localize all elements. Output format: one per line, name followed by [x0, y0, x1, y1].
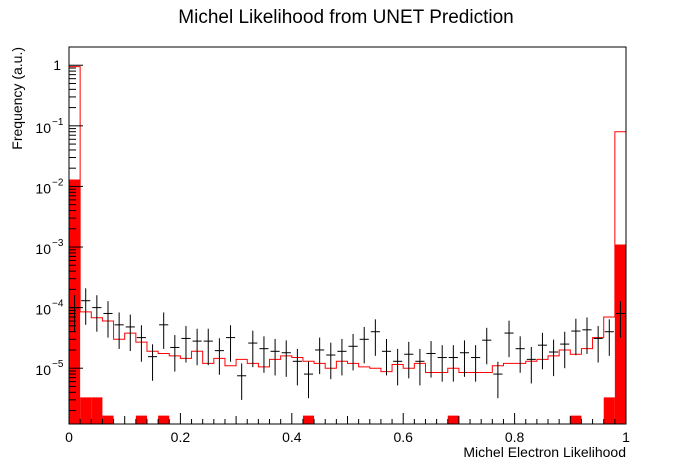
- data-point: [448, 345, 458, 382]
- data-point: [125, 314, 135, 352]
- data-point: [270, 338, 280, 376]
- histogram-bar: [80, 397, 92, 424]
- data-point: [103, 301, 113, 338]
- histogram-bar: [603, 397, 615, 424]
- data-point: [348, 333, 358, 371]
- step-line-series: [68, 66, 627, 424]
- data-point: [326, 342, 336, 380]
- y-tick-exponent: −2: [52, 177, 64, 188]
- x-tick-label: 0.4: [282, 429, 302, 445]
- data-point: [214, 338, 224, 375]
- data-point: [549, 339, 559, 377]
- x-tick-label: 0.8: [505, 429, 525, 445]
- x-axis-label: Michel Electron Likelihood: [463, 444, 626, 460]
- data-point: [92, 295, 102, 332]
- data-point: [426, 341, 436, 378]
- y-tick-exponent: −5: [52, 359, 64, 370]
- y-tick-label: 10: [35, 180, 51, 196]
- data-point: [471, 345, 481, 382]
- histogram-bar: [158, 415, 170, 424]
- y-tick-label: 10: [35, 241, 51, 257]
- data-point: [292, 348, 302, 386]
- histogram-bar: [570, 415, 582, 424]
- y-tick-label: 1: [53, 57, 61, 73]
- y-tick-exponent: −3: [52, 238, 64, 249]
- x-tick-label: 1: [622, 429, 630, 445]
- x-tick-label: 0: [65, 429, 73, 445]
- histogram-bar: [302, 415, 315, 424]
- data-point: [515, 336, 525, 373]
- histogram-bar: [135, 415, 147, 424]
- histogram-bar: [91, 397, 103, 424]
- data-point: [303, 361, 314, 399]
- y-tick-exponent: −4: [52, 299, 64, 310]
- x-tick-label: 0.6: [393, 429, 413, 445]
- data-point: [537, 332, 548, 370]
- y-tick-label: 10: [35, 302, 51, 318]
- data-point: [571, 318, 581, 356]
- data-point: [593, 326, 603, 363]
- data-point: [170, 335, 180, 372]
- data-point: [381, 338, 392, 376]
- data-point: [582, 317, 592, 354]
- data-point: [370, 319, 380, 356]
- data-point: [459, 340, 470, 377]
- data-point: [504, 320, 514, 358]
- data-point: [337, 338, 347, 376]
- data-point: [225, 325, 236, 362]
- data-point: [526, 346, 536, 384]
- data-point: [404, 341, 414, 379]
- data-point: [259, 336, 269, 373]
- data-point: [248, 330, 258, 368]
- data-point: [615, 301, 625, 338]
- data-point: [203, 328, 213, 366]
- data-point: [192, 328, 202, 366]
- histogram-bar: [447, 415, 459, 424]
- data-point: [114, 312, 124, 349]
- data-point: [604, 319, 614, 356]
- data-point: [560, 331, 570, 369]
- data-point: [281, 340, 291, 377]
- x-tick-label: 0.2: [171, 429, 191, 445]
- histogram-bar: [102, 415, 114, 424]
- data-point: [359, 326, 369, 364]
- chart-title: Michel Likelihood from UNET Prediction: [178, 7, 513, 28]
- data-point: [482, 327, 492, 365]
- y-tick-label: 10: [35, 120, 51, 136]
- y-axis: 110−110−210−310−410−5: [35, 46, 83, 412]
- y-tick-exponent: −1: [52, 117, 64, 128]
- data-point: [81, 288, 91, 325]
- data-point: [393, 348, 403, 386]
- data-point: [136, 325, 146, 362]
- x-axis: 0 0.2 0.4 0.6 0.8 1: [65, 413, 630, 445]
- data-point: [315, 337, 325, 375]
- data-point: [493, 361, 503, 399]
- y-axis-label: Frequency (a.u.): [9, 47, 25, 150]
- data-point: [415, 348, 425, 386]
- data-point: [159, 312, 169, 349]
- y-tick-label: 10: [35, 362, 51, 378]
- data-point: [181, 326, 191, 363]
- step-line: [68, 66, 627, 424]
- data-point: [237, 363, 247, 400]
- data-point: [437, 345, 447, 382]
- data-points-series: [70, 288, 625, 400]
- data-point: [147, 344, 158, 381]
